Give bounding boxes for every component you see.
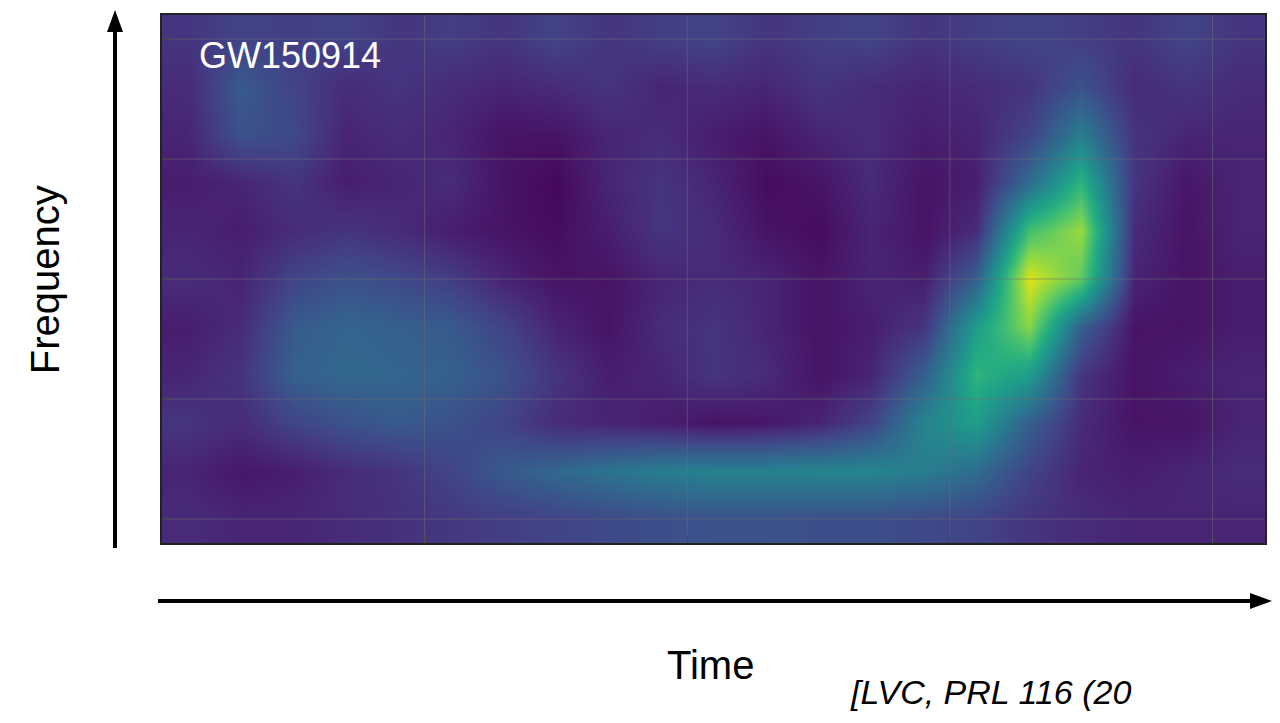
- svg-text:[LVC, PRL 116 (20: [LVC, PRL 116 (20: [850, 673, 1131, 711]
- svg-text:Time: Time: [667, 643, 754, 687]
- svg-text:GW150914: GW150914: [199, 35, 381, 76]
- svg-text:Frequency: Frequency: [23, 185, 67, 374]
